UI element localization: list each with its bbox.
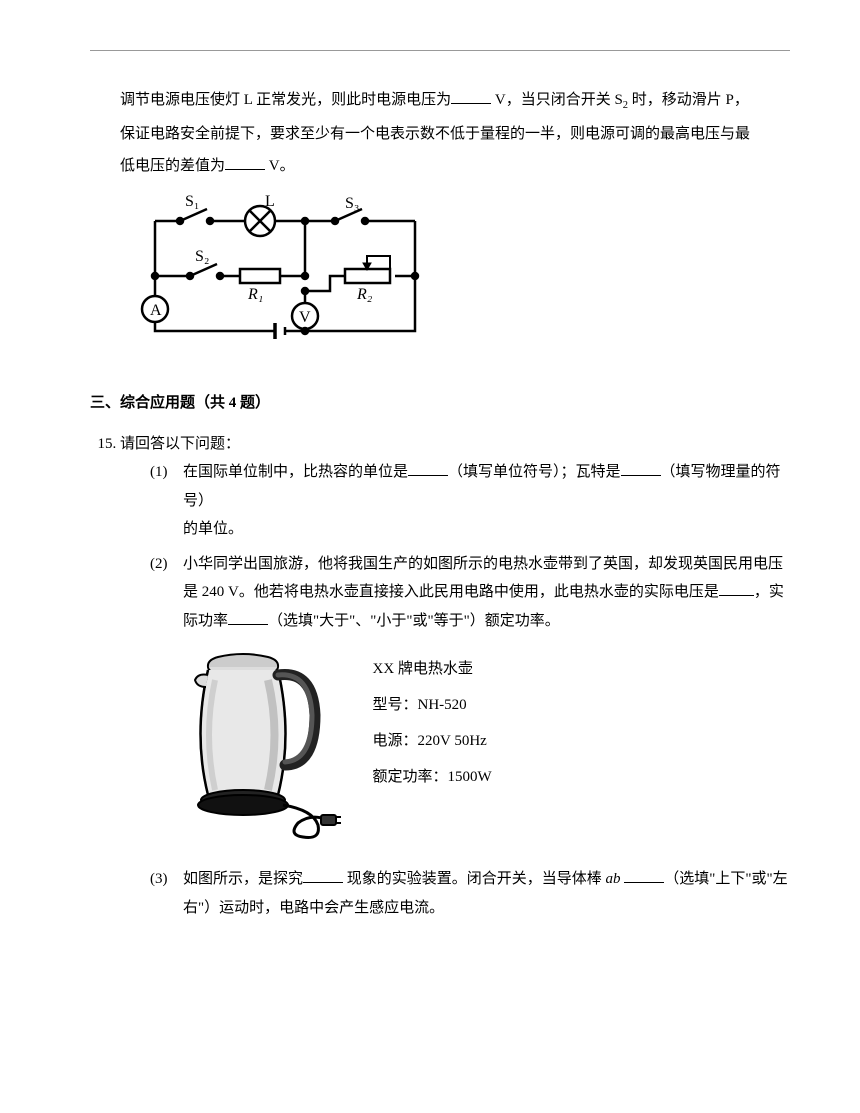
blank-symbol: [621, 460, 661, 477]
text: V。: [265, 158, 295, 174]
p2-c: ，实: [754, 584, 784, 600]
p2-e: （选填"大于"、"小于"或"等于"）额定功率。: [268, 613, 560, 629]
power-label: 电源：: [373, 733, 418, 749]
p2-num: (2): [150, 550, 183, 579]
kettle-drawing: [173, 645, 343, 845]
p1-d: 的单位。: [183, 521, 243, 537]
blank-unit: [408, 460, 448, 477]
p3-d: （选填"上下"或"左: [664, 871, 787, 887]
power-val: 220V 50Hz: [418, 733, 487, 749]
blank-phenomenon: [303, 867, 343, 884]
blank-voltage: [451, 88, 491, 105]
text: 保证电路安全前提下，要求至少有一个电表示数不低于量程的一半，则电源可调的最高电压…: [120, 126, 750, 142]
p1-a: 在国际单位制中，比热容的单位是: [183, 464, 408, 480]
p3-e: 右"）运动时，电路中会产生感应电流。: [183, 900, 444, 916]
page-top-rule: [90, 50, 790, 51]
q15-number: 15.: [98, 436, 117, 452]
label-v: V: [299, 309, 311, 326]
kettle-model: 型号：NH-520: [373, 687, 492, 723]
q15-part3: (3)如图所示，是探究 现象的实验装置。闭合开关，当导体棒 ab （选填"上下"…: [150, 865, 790, 922]
kettle-title: XX 牌电热水壶: [373, 651, 492, 687]
kettle-power: 电源：220V 50Hz: [373, 723, 492, 759]
circuit-diagram-wrap: S₁ L S₃ S₂ R₁ R₂ A V: [135, 191, 790, 362]
rated-label: 额定功率：: [373, 769, 448, 785]
label-r2: R₂: [356, 286, 373, 303]
top-paragraph-line3: 低电压的差值为 V。: [90, 152, 790, 181]
blank-diff: [225, 154, 265, 171]
rated-val: 1500W: [448, 769, 492, 785]
kettle-figure: XX 牌电热水壶 型号：NH-520 电源：220V 50Hz 额定功率：150…: [173, 645, 791, 845]
q15-part2: (2)小华同学出国旅游，他将我国生产的如图所示的电热水壶带到了英国，却发现英国民…: [150, 550, 790, 636]
model-label: 型号：: [373, 697, 418, 713]
text: 时，移动滑片 P，: [628, 92, 749, 108]
blank-actual-v: [719, 580, 754, 597]
p2-b: 是 240 V。他若将电热水壶直接接入此民用电路中使用，此电热水壶的实际电压是: [183, 584, 719, 600]
q15-part1: (1)在国际单位制中，比热容的单位是（填写单位符号）；瓦特是（填写物理量的符号）…: [150, 458, 790, 544]
p2-a: 小华同学出国旅游，他将我国生产的如图所示的电热水壶带到了英国，却发现英国民用电压: [183, 556, 783, 572]
blank-direction: [624, 867, 664, 884]
question-15: 15. 请回答以下问题： (1)在国际单位制中，比热容的单位是 （填写单位符号）；…: [98, 430, 791, 923]
text: 低电压的差值为: [120, 158, 225, 174]
label-s1: S₁: [185, 193, 199, 210]
label-s3: S₃: [345, 195, 359, 212]
circuit-diagram: S₁ L S₃ S₂ R₁ R₂ A V: [135, 191, 435, 351]
label-l: L: [265, 193, 275, 210]
p3-num: (3): [150, 865, 183, 894]
text: 调节电源电压使灯 L 正常发光，则此时电源电压为: [120, 92, 451, 108]
blank-power-compare: [228, 608, 268, 625]
model-val: NH-520: [418, 697, 467, 713]
p3-b: 现象的实验装置。闭合开关，当导体棒: [343, 871, 606, 887]
section-title-text: 三、综合应用题（共 4 题）: [90, 395, 270, 411]
label-r1: R₁: [247, 286, 263, 303]
top-paragraph-line1: 调节电源电压使灯 L 正常发光，则此时电源电压为 V，当只闭合开关 S2 时，移…: [90, 86, 790, 116]
section-3-title: 三、综合应用题（共 4 题）: [90, 389, 790, 418]
label-a: A: [150, 302, 162, 319]
label-s2: S₂: [195, 248, 209, 265]
p2-d: 际功率: [183, 613, 228, 629]
p3-a: 如图所示，是探究: [183, 871, 303, 887]
text: V，当只闭合开关 S: [491, 92, 623, 108]
q15-intro-text: 请回答以下问题：: [116, 436, 240, 452]
kettle-spec: XX 牌电热水壶 型号：NH-520 电源：220V 50Hz 额定功率：150…: [373, 645, 492, 795]
q15-intro: 15. 请回答以下问题：: [98, 430, 791, 459]
p1-num: (1): [150, 458, 183, 487]
top-paragraph-line2: 保证电路安全前提下，要求至少有一个电表示数不低于量程的一半，则电源可调的最高电压…: [90, 120, 790, 149]
p1-b: （填写单位符号）；瓦特是: [448, 464, 621, 480]
p3-ab: ab: [606, 871, 621, 887]
kettle-rated: 额定功率：1500W: [373, 759, 492, 795]
